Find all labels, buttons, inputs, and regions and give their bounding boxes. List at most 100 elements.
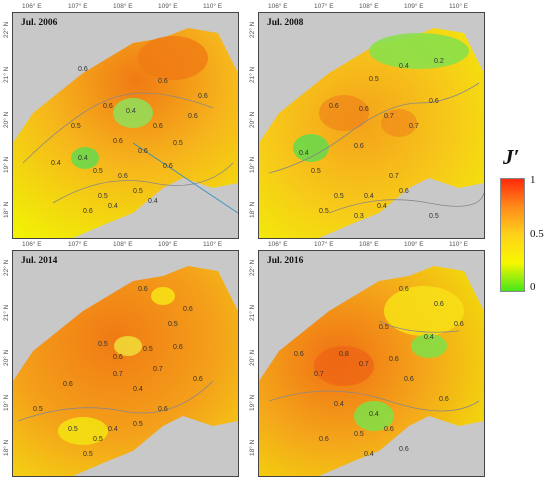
- contour-label: 0.6: [138, 148, 148, 155]
- contour-label: 0.7: [409, 123, 419, 130]
- contour-label: 0.5: [93, 168, 103, 175]
- contour-label: 0.4: [424, 334, 434, 341]
- contour-label: 0.5: [133, 421, 143, 428]
- contour-label: 0.4: [51, 160, 61, 167]
- contour-label: 0.5: [429, 213, 439, 220]
- lon-tick: 110° E: [203, 3, 223, 10]
- contour-label: 0.2: [434, 58, 444, 65]
- lat-tick: 21° N: [249, 66, 256, 83]
- contour-label: 0.8: [339, 351, 349, 358]
- contour-label: 0.6: [163, 163, 173, 170]
- contour-label: 0.5: [354, 431, 364, 438]
- lat-tick: 18° N: [3, 439, 10, 456]
- contour-label: 0.7: [384, 113, 394, 120]
- contour-label: 0.4: [108, 426, 118, 433]
- lon-tick: 109° E: [158, 241, 178, 248]
- lon-tick: 108° E: [359, 3, 379, 10]
- panel-title: Jul. 2008: [267, 18, 304, 28]
- lon-tick: 109° E: [158, 3, 178, 10]
- lat-tick: 18° N: [3, 201, 10, 218]
- contour-label: 0.5: [168, 321, 178, 328]
- contour-label: 0.3: [354, 213, 364, 220]
- legend-mid-label: 0.5: [530, 228, 544, 240]
- map-panel-2008: 0.4 0.2 0.5 0.6 0.6 0.7 0.7 0.6 0.4 0.5 …: [258, 12, 485, 239]
- contour-label: 0.7: [359, 361, 369, 368]
- lon-tick: 108° E: [113, 3, 133, 10]
- contour-label: 0.4: [369, 411, 379, 418]
- lat-tick: 19° N: [249, 156, 256, 173]
- contour-label: 0.6: [63, 381, 73, 388]
- contour-label: 0.5: [83, 451, 93, 458]
- lat-tick: 20° N: [249, 349, 256, 366]
- contour-label: 0.4: [126, 108, 136, 115]
- contour-label: 0.5: [33, 406, 43, 413]
- contour-label: 0.5: [71, 123, 81, 130]
- contour-label: 0.7: [153, 366, 163, 373]
- contour-label: 0.5: [369, 76, 379, 83]
- contour-label: 0.6: [103, 103, 113, 110]
- contour-label: 0.6: [173, 344, 183, 351]
- legend-title: J′: [503, 145, 520, 169]
- lon-tick: 110° E: [203, 241, 223, 248]
- legend-min-label: 0: [530, 281, 536, 293]
- contour-label: 0.4: [148, 198, 158, 205]
- lat-tick: 20° N: [3, 111, 10, 128]
- contour-label: 0.6: [359, 106, 369, 113]
- map-2006: 0.6 0.6 0.6 0.6 0.6 0.4 0.4 0.4 0.6 0.6 …: [13, 13, 238, 238]
- contour-label: 0.6: [158, 78, 168, 85]
- contour-label: 0.4: [334, 401, 344, 408]
- panel-title: Jul. 2006: [21, 18, 58, 28]
- lat-tick: 22° N: [249, 259, 256, 276]
- lat-tick: 18° N: [249, 439, 256, 456]
- legend-colorbar: [500, 178, 525, 292]
- contour-label: 0.4: [133, 386, 143, 393]
- contour-label: 0.4: [299, 150, 309, 157]
- contour-label: 0.6: [188, 113, 198, 120]
- lon-tick: 108° E: [113, 241, 133, 248]
- contour-label: 0.5: [319, 208, 329, 215]
- lat-tick: 21° N: [3, 304, 10, 321]
- panel-title: Jul. 2016: [267, 256, 304, 266]
- map-panel-2006: 0.6 0.6 0.6 0.6 0.6 0.4 0.4 0.4 0.6 0.6 …: [12, 12, 239, 239]
- contour-label: 0.7: [389, 173, 399, 180]
- lon-tick: 109° E: [404, 3, 424, 10]
- contour-label: 0.6: [399, 188, 409, 195]
- contour-label: 0.6: [384, 426, 394, 433]
- lon-tick: 107° E: [68, 241, 88, 248]
- lon-tick: 107° E: [68, 3, 88, 10]
- contour-label: 0.6: [153, 123, 163, 130]
- map-2008: 0.4 0.2 0.5 0.6 0.6 0.7 0.7 0.6 0.4 0.5 …: [259, 13, 484, 238]
- contour-label: 0.6: [434, 301, 444, 308]
- contour-label: 0.6: [158, 406, 168, 413]
- lon-tick: 106° E: [22, 241, 42, 248]
- contour-label: 0.5: [173, 140, 183, 147]
- contour-label: 0.5: [68, 426, 78, 433]
- contour-label: 0.6: [454, 321, 464, 328]
- contour-label: 0.6: [113, 354, 123, 361]
- lat-tick: 18° N: [249, 201, 256, 218]
- contour-label: 0.4: [399, 63, 409, 70]
- map-panel-2016: 0.6 0.6 0.6 0.5 0.4 0.6 0.7 0.8 0.7 0.6 …: [258, 250, 485, 477]
- lon-tick: 106° E: [268, 3, 288, 10]
- contour-label: 0.5: [311, 168, 321, 175]
- map-2016: 0.6 0.6 0.6 0.5 0.4 0.6 0.7 0.8 0.7 0.6 …: [259, 251, 484, 476]
- contour-label: 0.5: [98, 193, 108, 200]
- lon-tick: 106° E: [22, 3, 42, 10]
- lat-tick: 22° N: [3, 259, 10, 276]
- contour-label: 0.6: [294, 351, 304, 358]
- contour-label: 0.4: [108, 203, 118, 210]
- contour-label: 0.5: [143, 346, 153, 353]
- contour-label: 0.6: [118, 173, 128, 180]
- contour-label: 0.6: [439, 396, 449, 403]
- contour-label: 0.6: [193, 376, 203, 383]
- lon-tick: 107° E: [314, 241, 334, 248]
- contour-label: 0.5: [93, 436, 103, 443]
- lon-tick: 110° E: [449, 241, 469, 248]
- contour-label: 0.5: [379, 324, 389, 331]
- lat-tick: 22° N: [249, 21, 256, 38]
- contour-label: 0.6: [183, 306, 193, 313]
- contour-label: 0.6: [399, 446, 409, 453]
- lon-tick: 107° E: [314, 3, 334, 10]
- lon-tick: 106° E: [268, 241, 288, 248]
- contour-label: 0.6: [138, 286, 148, 293]
